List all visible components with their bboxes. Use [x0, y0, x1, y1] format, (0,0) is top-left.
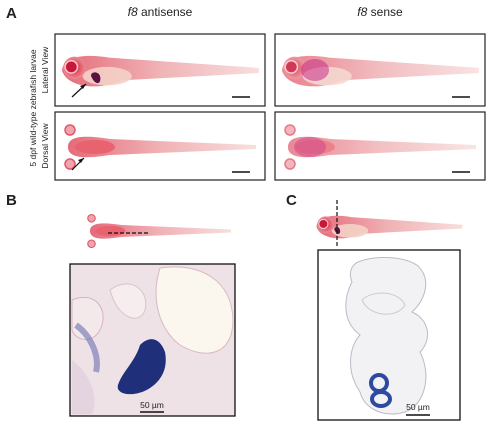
column-header: f8 antisense: [128, 5, 193, 19]
gene-name: f8: [128, 5, 138, 19]
image-panel: [274, 33, 486, 107]
section-image: [317, 249, 461, 421]
column-header: f8 sense: [357, 5, 403, 19]
image-panel: [274, 111, 486, 181]
image-panel: [54, 111, 266, 181]
scale-bar-label: 50 µm: [406, 402, 430, 412]
thumbnail: [315, 200, 464, 247]
row-label: Dorsal View: [40, 123, 50, 169]
panel-label: C: [286, 192, 297, 209]
gene-name: f8: [357, 5, 367, 19]
probe-name: sense: [371, 5, 403, 19]
panel-label: B: [6, 192, 17, 209]
scale-bar-label: 50 µm: [140, 400, 164, 410]
section-image: [69, 263, 236, 417]
thumbnail: [87, 213, 232, 249]
side-title: 5 dpf wild-type zebrafish larvae: [28, 49, 38, 166]
panel-label: A: [6, 5, 17, 22]
image-panel: [54, 33, 266, 107]
row-label: Lateral View: [40, 46, 50, 93]
probe-name: antisense: [141, 5, 193, 19]
